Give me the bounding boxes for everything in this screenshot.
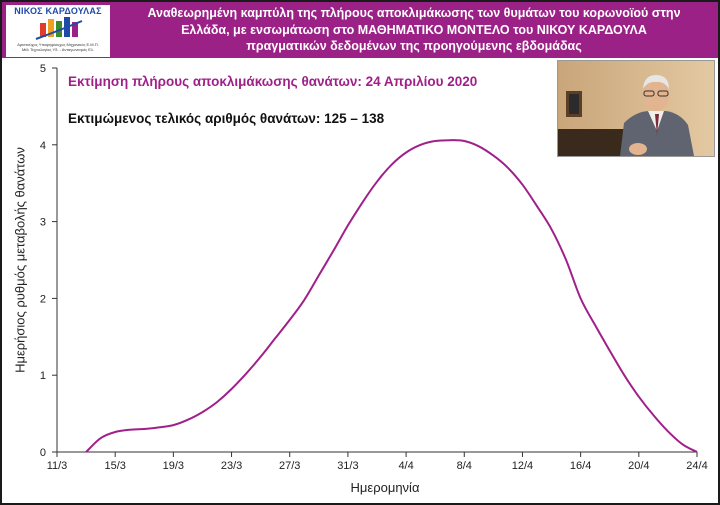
logo: ΝΙΚΟΣ ΚΑΡΔΟΥΛΑΣ Αριστούχος Υποψηφίουχος … — [6, 5, 110, 57]
data-point — [522, 184, 523, 185]
x-tick-label: 15/3 — [104, 460, 125, 472]
data-point — [144, 428, 145, 429]
data-point — [362, 202, 363, 203]
y-axis-label: Ημερήσιος ρυθμός μεταβολής θανάτων — [12, 147, 28, 373]
chart-axes — [56, 68, 697, 453]
data-point — [216, 402, 217, 403]
header-banner: ΝΙΚΟΣ ΚΑΡΔΟΥΛΑΣ Αριστούχος Υποψηφίουχος … — [2, 2, 718, 58]
logo-title: ΝΙΚΟΣ ΚΑΡΔΟΥΛΑΣ — [14, 6, 102, 16]
data-point — [682, 444, 683, 445]
x-tick-label: 4/4 — [398, 460, 413, 472]
chart-title: Εκτίμηση πλήρους αποκλιμάκωσης θανάτων: … — [68, 74, 478, 89]
data-point — [580, 298, 581, 299]
data-point — [624, 375, 625, 376]
logo-subtitle-1: Αριστούχος Υποψηφίουχος Μηχανικός Ε.Μ.Π. — [17, 42, 99, 47]
data-point — [231, 388, 232, 389]
data-point — [566, 259, 567, 260]
data-point — [376, 181, 377, 182]
data-point — [696, 451, 697, 452]
data-point — [347, 225, 348, 226]
data-point — [86, 451, 87, 452]
y-tick-label: 3 — [40, 217, 46, 229]
data-point — [493, 155, 494, 156]
data-point — [115, 431, 116, 432]
data-point — [551, 229, 552, 230]
data-point — [420, 144, 421, 145]
data-point — [187, 419, 188, 420]
data-point — [275, 338, 276, 339]
data-point — [464, 140, 465, 141]
data-point — [333, 250, 334, 251]
data-point — [595, 325, 596, 326]
y-tick-label: 2 — [40, 293, 46, 305]
chart-subtitle: Εκτιμώμενος τελικός αριθμός θανάτων: 125… — [68, 111, 385, 126]
data-point — [304, 299, 305, 300]
x-axis-ticks: 11/3 15/3 19/3 23/3 27/3 31/3 4/4 8/4 12/4 16/4 20… — [47, 452, 708, 472]
data-point — [435, 140, 436, 141]
data-point — [391, 164, 392, 165]
header-line-2: Ελλάδα, με ενσωμάτωση στο ΜΑΘΗΜΑΤΙΚΟ ΜΟΝ… — [181, 22, 647, 37]
chart-series — [85, 139, 698, 453]
x-tick-label: 11/3 — [47, 460, 68, 472]
x-tick-label: 16/4 — [570, 460, 591, 472]
data-point — [318, 275, 319, 276]
x-axis-label: Ημερομηνία — [350, 480, 420, 495]
presenter-photo — [557, 60, 715, 157]
y-axis-ticks: 0 1 2 3 4 5 — [40, 63, 57, 459]
data-point — [260, 356, 261, 357]
data-point — [173, 425, 174, 426]
x-tick-label: 24/4 — [686, 460, 707, 472]
series-line — [85, 139, 698, 453]
logo-graphic-icon — [35, 17, 83, 40]
header-line-3: πραγματικών δεδομένων της προηγούμενης ε… — [246, 39, 582, 53]
data-point — [289, 319, 290, 320]
data-point — [129, 429, 130, 430]
logo-subtitle-2: Μέλ Τεχνολογίας Υδ. - Ανταγωνισμός Ελ. — [21, 47, 95, 52]
x-tick-label: 8/4 — [457, 460, 472, 472]
data-point — [609, 350, 610, 351]
y-tick-label: 5 — [40, 63, 46, 75]
data-point — [638, 396, 639, 397]
y-tick-label: 4 — [40, 140, 46, 152]
y-tick-label: 1 — [40, 370, 46, 382]
data-point — [536, 206, 537, 207]
x-tick-label: 23/3 — [221, 460, 242, 472]
x-tick-label: 20/4 — [628, 460, 649, 472]
presenter-photo-image — [558, 61, 714, 156]
data-point — [478, 146, 479, 147]
data-point — [158, 427, 159, 428]
x-tick-label: 27/3 — [279, 460, 300, 472]
x-tick-label: 19/3 — [163, 460, 184, 472]
data-point — [653, 415, 654, 416]
data-point — [667, 431, 668, 432]
data-point — [246, 373, 247, 374]
x-tick-label: 31/3 — [337, 460, 358, 472]
data-point — [202, 412, 203, 413]
x-tick-label: 12/4 — [512, 460, 533, 472]
data-point — [449, 140, 450, 141]
data-point — [507, 167, 508, 168]
data-point — [406, 152, 407, 153]
header-line-1: Αναθεωρημένη καμπύλη της πλήρους αποκλιμ… — [147, 6, 681, 20]
data-point — [100, 438, 101, 439]
header-text: Αναθεωρημένη καμπύλη της πλήρους αποκλιμ… — [114, 5, 714, 55]
y-tick-label: 0 — [40, 447, 46, 459]
